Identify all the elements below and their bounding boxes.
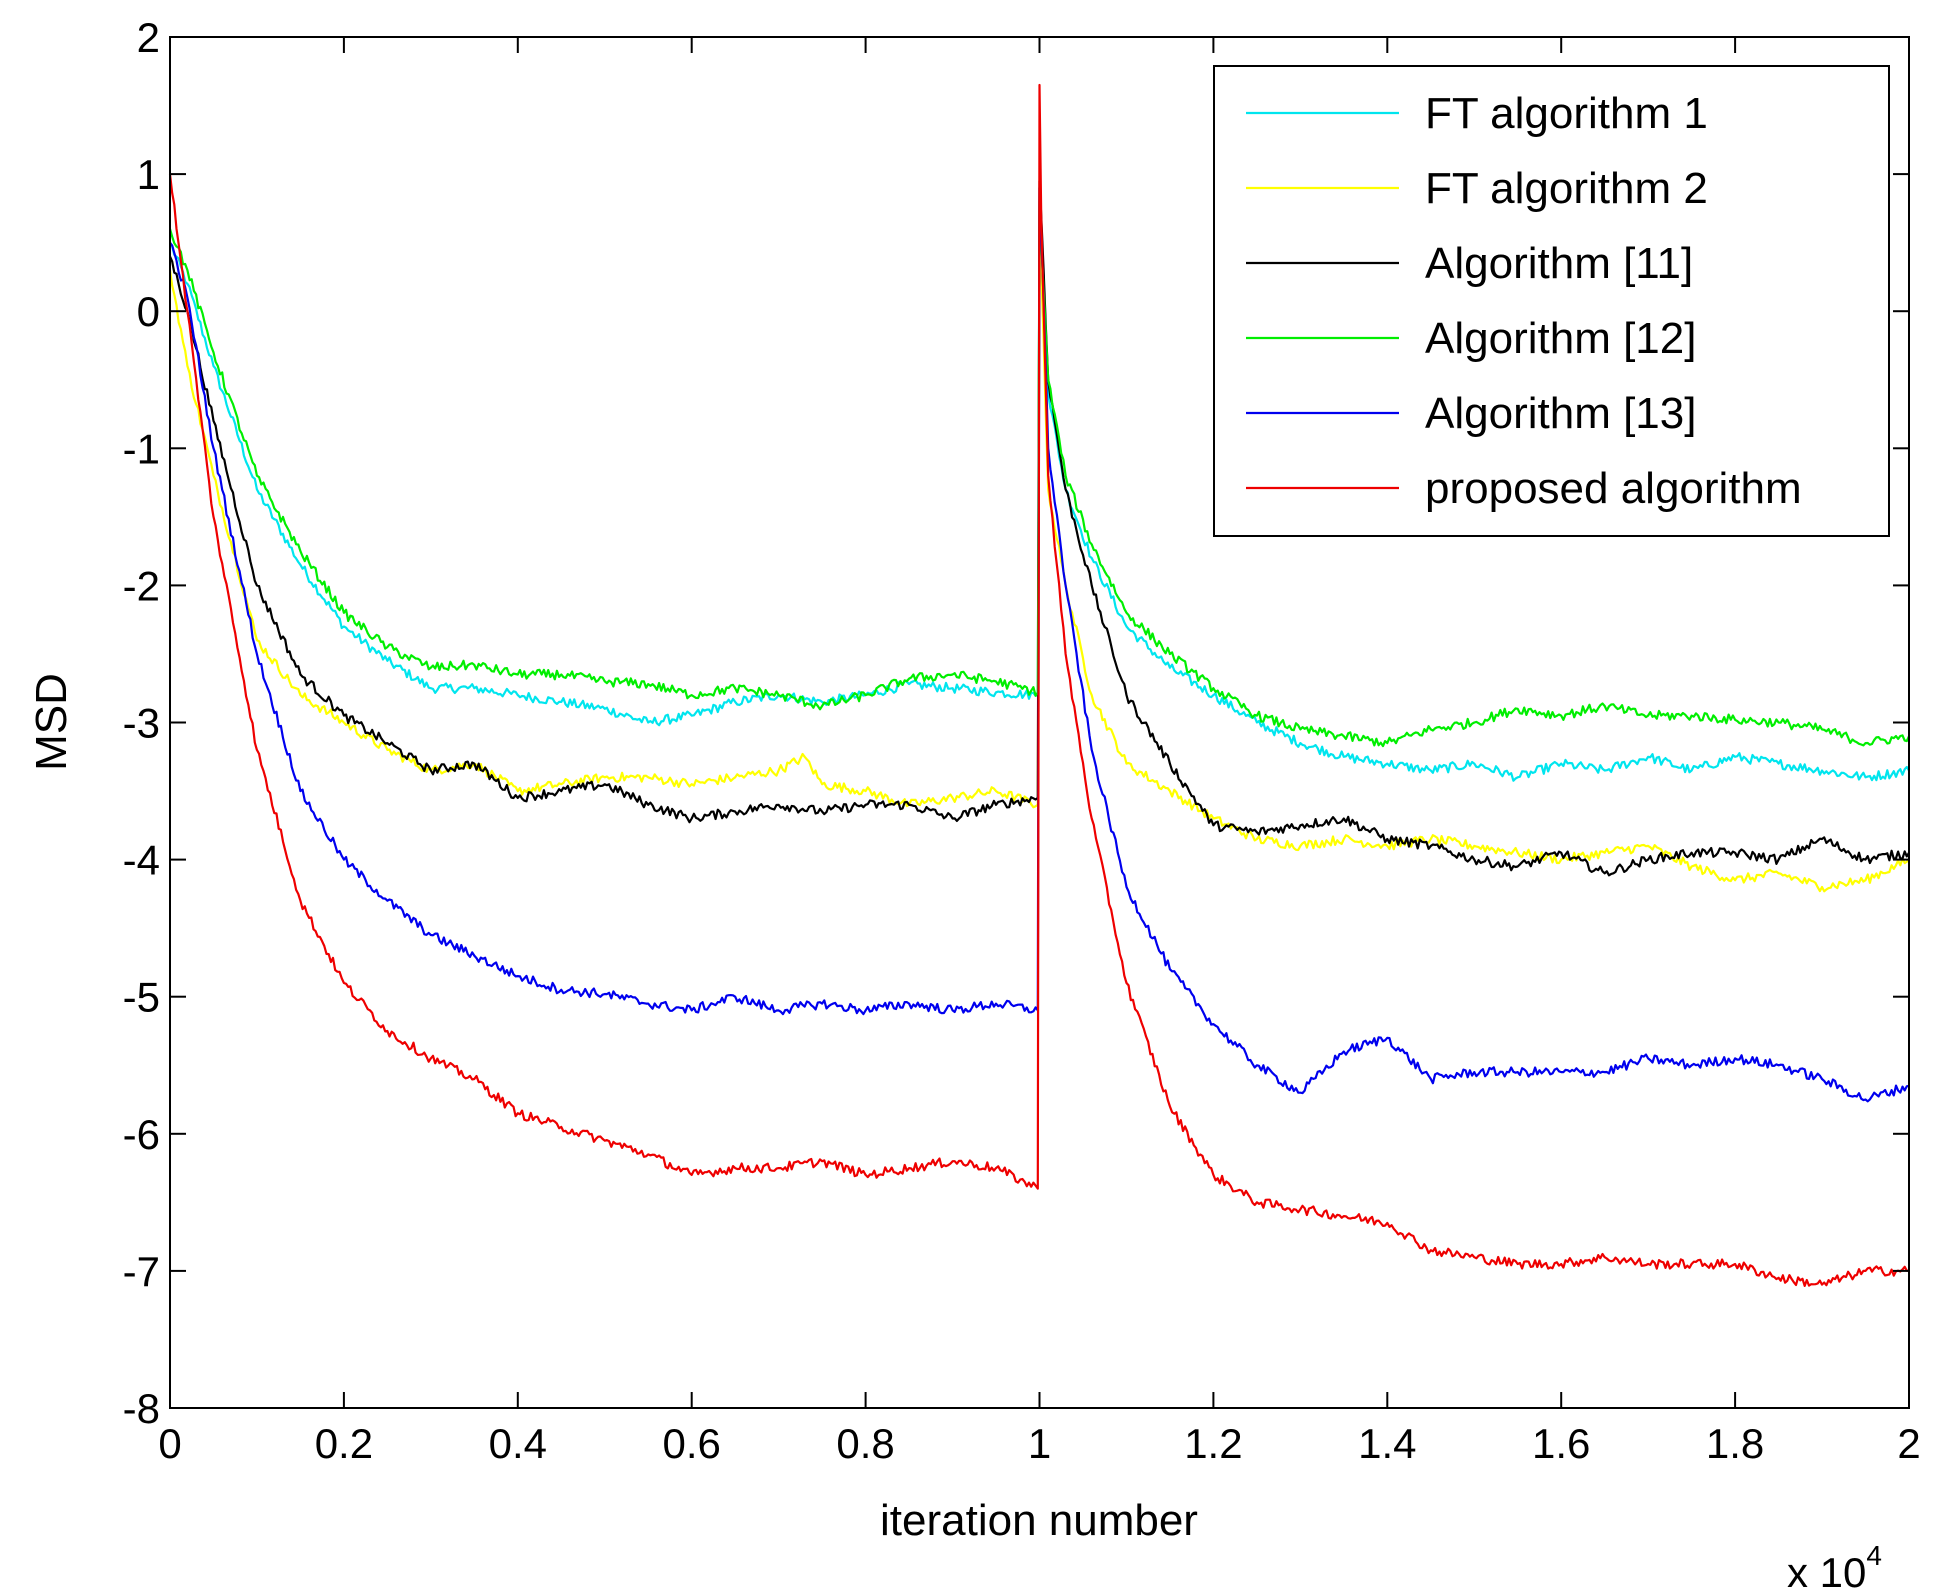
x-tick-label: 0.2 <box>315 1420 373 1467</box>
y-tick-label: -4 <box>123 837 160 884</box>
y-axis-label: MSD <box>27 673 76 771</box>
legend-entry-label: Algorithm [11] <box>1425 239 1693 288</box>
x-axis-exponent-power: 4 <box>1866 1540 1882 1571</box>
plot-frame <box>169 36 1910 1409</box>
x-tick-label: 0.8 <box>836 1420 894 1467</box>
x-tick-label: 0.4 <box>489 1420 547 1467</box>
legend-entry-label: Algorithm [12] <box>1425 314 1696 363</box>
x-tick-label: 1.2 <box>1184 1420 1242 1467</box>
series-layer <box>168 83 1911 1287</box>
legend-entry-label: proposed algorithm <box>1425 464 1802 513</box>
x-tick-label: 1.4 <box>1358 1420 1416 1467</box>
legend-box <box>1213 65 1890 537</box>
x-tick-label: 1.6 <box>1532 1420 1590 1467</box>
y-tick-label: 2 <box>137 14 160 61</box>
y-tick-label: -5 <box>123 974 160 1021</box>
x-tick-label: 1 <box>1028 1420 1051 1467</box>
y-tick-label: 0 <box>137 288 160 335</box>
series-line-proposed-algorithm <box>168 83 1910 1287</box>
y-tick-label: -8 <box>123 1385 160 1432</box>
y-tick-label: 1 <box>137 151 160 198</box>
legend: FT algorithm 1 FT algorithm 2 Algorithm [1… <box>1213 65 1890 537</box>
x-tick-label: 2 <box>1897 1420 1920 1467</box>
legend-entry-label: Algorithm [13] <box>1425 389 1696 438</box>
legend-entry-label: FT algorithm 2 <box>1425 164 1708 213</box>
y-tick-label: -1 <box>123 425 160 472</box>
x-tick-label: 0.6 <box>663 1420 721 1467</box>
y-tick-label: -2 <box>123 562 160 609</box>
ticks-layer: 0 0.2 0.4 0.6 0.8 1 1.2 1.4 1.6 1.8 2 2 1 0 -1 -2 -3 -4 -5… <box>123 14 1921 1467</box>
y-tick-label: -6 <box>123 1111 160 1158</box>
y-tick-label: -3 <box>123 700 160 747</box>
x-tick-label: 0 <box>158 1420 181 1467</box>
y-tick-label: -7 <box>123 1248 160 1295</box>
x-tick-label: 1.8 <box>1706 1420 1764 1467</box>
x-axis-exponent-base: x 10 <box>1787 1549 1866 1590</box>
x-axis-exponent: x 104 <box>1787 1540 1882 1590</box>
x-axis-label: iteration number <box>880 1496 1198 1545</box>
legend-entry-label: FT algorithm 1 <box>1425 89 1708 138</box>
